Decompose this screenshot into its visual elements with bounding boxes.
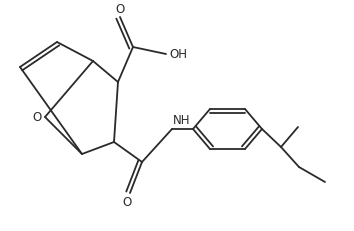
Text: OH: OH: [169, 48, 187, 61]
Text: O: O: [115, 3, 125, 16]
Text: NH: NH: [173, 113, 190, 126]
Text: O: O: [33, 111, 42, 124]
Text: O: O: [122, 195, 132, 208]
